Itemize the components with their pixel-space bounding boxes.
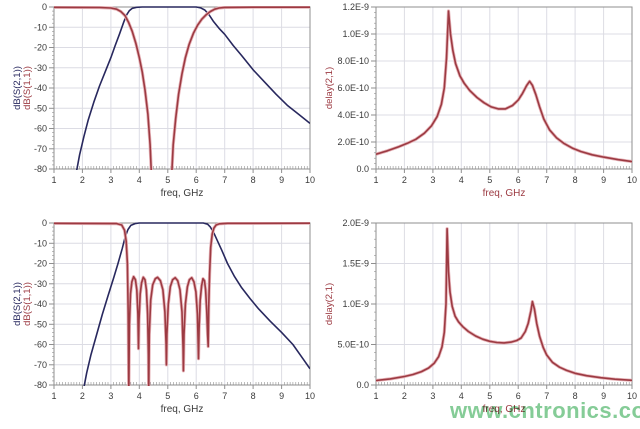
svg-text:1: 1 [373,391,378,401]
svg-text:dB(S(1,1)): dB(S(1,1)) [22,282,33,326]
svg-text:-80: -80 [34,380,47,390]
svg-text:10: 10 [627,391,637,401]
svg-text:9: 9 [601,175,606,185]
svg-text:delay(2,1): delay(2,1) [324,283,335,325]
svg-text:freq, GHz: freq, GHz [483,188,526,199]
svg-text:5.0E-10: 5.0E-10 [337,340,369,350]
svg-text:dB(S(1,1)): dB(S(1,1)) [22,66,33,110]
svg-text:4: 4 [459,391,464,401]
svg-text:-20: -20 [34,259,47,269]
svg-text:5: 5 [165,391,170,401]
svg-text:-60: -60 [34,124,47,134]
svg-text:9: 9 [279,175,284,185]
svg-text:dB(S(2,1)): dB(S(2,1)) [12,282,23,326]
svg-text:-20: -20 [34,43,47,53]
svg-text:1: 1 [373,175,378,185]
svg-text:-40: -40 [34,299,47,309]
svg-text:-10: -10 [34,238,47,248]
svg-text:-80: -80 [34,164,47,174]
svg-text:6: 6 [516,391,521,401]
svg-text:delay(2,1): delay(2,1) [324,67,335,109]
svg-text:9: 9 [279,391,284,401]
svg-text:0.0: 0.0 [356,380,369,390]
svg-text:5: 5 [165,175,170,185]
svg-text:10: 10 [627,175,637,185]
svg-text:7: 7 [544,175,549,185]
svg-text:1: 1 [51,391,56,401]
svg-text:-40: -40 [34,83,47,93]
svg-text:9: 9 [601,391,606,401]
svg-text:1.0E-9: 1.0E-9 [342,299,369,309]
svg-text:-50: -50 [34,319,47,329]
svg-text:1: 1 [51,175,56,185]
chart-delay-lower: 1 2 3 4 5 6 7 8 9 10 0.0 5.0E-10 1.0E-9 1.5E-9 2.0E-9 f… [320,214,640,429]
chart-sparams-lower: 1 2 3 4 5 6 7 8 9 10 0 -10 -20 -30 -40 -50 -60 -70 -80 freq… [0,214,320,429]
svg-text:-70: -70 [34,360,47,370]
svg-text:4.0E-10: 4.0E-10 [337,110,369,120]
svg-text:3: 3 [108,391,113,401]
svg-text:1.0E-9: 1.0E-9 [342,29,369,39]
svg-text:8.0E-10: 8.0E-10 [337,56,369,66]
svg-text:-30: -30 [34,279,47,289]
svg-text:2: 2 [80,391,85,401]
svg-text:10: 10 [305,175,315,185]
svg-text:10: 10 [305,391,315,401]
svg-text:-30: -30 [34,63,47,73]
svg-text:1.5E-9: 1.5E-9 [342,259,369,269]
chart-sparams-upper: 1 2 3 4 5 6 7 8 9 10 0 -10 -20 -30 -40 -50 -60 -70 -80 freq… [0,0,320,215]
svg-text:7: 7 [544,391,549,401]
svg-text:4: 4 [459,175,464,185]
svg-text:dB(S(2,1)): dB(S(2,1)) [12,66,23,110]
svg-text:8: 8 [251,391,256,401]
svg-text:2: 2 [80,175,85,185]
svg-text:8: 8 [573,391,578,401]
svg-text:0: 0 [42,218,47,228]
svg-text:0: 0 [42,2,47,12]
svg-text:4: 4 [137,175,142,185]
svg-text:6: 6 [194,391,199,401]
chart-delay-upper: 1 2 3 4 5 6 7 8 9 10 0.0 2.0E-10 4.0E-10 6.0E-10 8.0E-… [320,0,640,215]
svg-text:5: 5 [487,175,492,185]
svg-text:6: 6 [516,175,521,185]
svg-text:freq, GHz: freq, GHz [483,404,526,415]
svg-text:6.0E-10: 6.0E-10 [337,83,369,93]
watermark: www.cntronics.com [450,398,640,423]
svg-text:-70: -70 [34,144,47,154]
svg-text:freq, GHz: freq, GHz [161,404,204,415]
svg-text:3: 3 [430,175,435,185]
svg-text:2: 2 [402,391,407,401]
svg-text:3: 3 [108,175,113,185]
svg-text:freq, GHz: freq, GHz [161,188,204,199]
svg-text:4: 4 [137,391,142,401]
svg-text:2: 2 [402,175,407,185]
svg-text:8: 8 [251,175,256,185]
svg-text:-50: -50 [34,103,47,113]
svg-text:0.0: 0.0 [356,164,369,174]
svg-text:7: 7 [222,391,227,401]
svg-text:2.0E-10: 2.0E-10 [337,137,369,147]
svg-text:2.0E-9: 2.0E-9 [342,218,369,228]
svg-text:7: 7 [222,175,227,185]
svg-text:6: 6 [194,175,199,185]
svg-text:-10: -10 [34,22,47,32]
svg-text:-60: -60 [34,340,47,350]
svg-text:1.2E-9: 1.2E-9 [342,2,369,12]
svg-text:8: 8 [573,175,578,185]
svg-text:5: 5 [487,391,492,401]
svg-text:3: 3 [430,391,435,401]
